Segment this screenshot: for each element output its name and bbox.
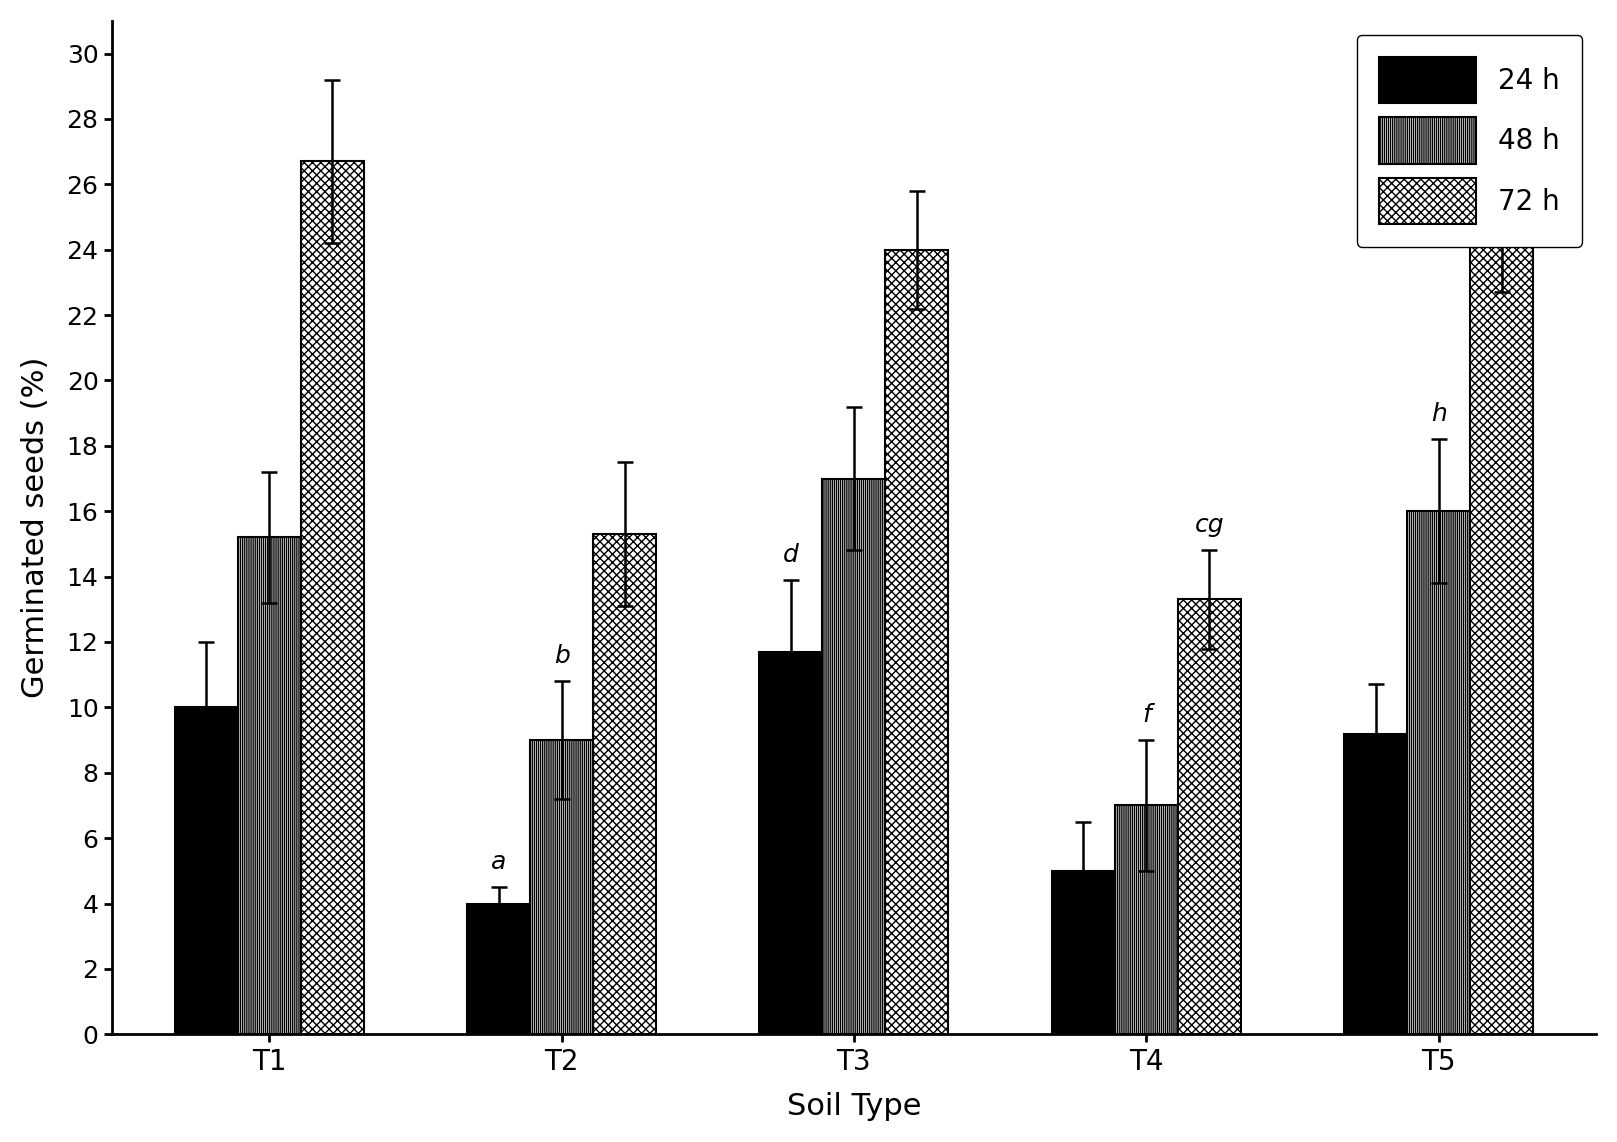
Text: f: f (1142, 703, 1151, 727)
Bar (886, 250, 949, 1035)
Bar (1470, 227, 1533, 1035)
Bar (301, 161, 364, 1035)
Bar (593, 534, 657, 1035)
Bar (1407, 512, 1470, 1035)
Bar (823, 478, 886, 1035)
Text: di: di (1491, 124, 1514, 148)
Text: a: a (492, 850, 506, 874)
Bar (530, 740, 593, 1035)
Bar (467, 903, 530, 1035)
Text: h: h (1431, 402, 1447, 426)
Legend: 24 h, 48 h, 72 h: 24 h, 48 h, 72 h (1357, 34, 1583, 247)
Bar (1344, 733, 1407, 1035)
Bar (760, 652, 823, 1035)
Text: cg: cg (1195, 514, 1224, 538)
Text: b: b (553, 644, 569, 668)
Bar (1114, 805, 1177, 1035)
Bar (238, 538, 301, 1035)
Bar (1053, 871, 1114, 1035)
Bar (1177, 600, 1240, 1035)
Text: d: d (783, 542, 799, 566)
X-axis label: Soil Type: Soil Type (787, 1092, 922, 1121)
Y-axis label: Germinated seeds (%): Germinated seeds (%) (21, 357, 50, 698)
Bar (175, 707, 238, 1035)
